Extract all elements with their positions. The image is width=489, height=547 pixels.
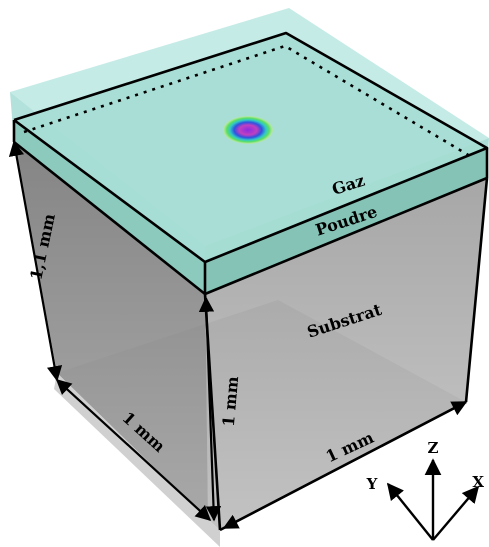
dotted-inner-outline [23,44,471,158]
powder-top-face [14,33,487,262]
vertical-dimension-arrow [198,296,222,522]
x-axis-label: X [472,473,484,491]
powder-right-face [205,148,487,294]
z-axis-label: Z [428,439,439,457]
y-axis-label: Y [366,475,378,493]
dimension-arrows [8,140,468,529]
depth-dimension-arrow [55,378,212,522]
substrate-right-edge [464,177,489,403]
powder-bottom-right [204,176,488,296]
height-dimension-arrow [8,140,63,382]
axis-triad: Z Y X [366,439,484,541]
x-axis-arrow [432,485,480,541]
vertical-dimension-label: 1 mm [219,375,242,427]
melt-pool-spot [223,116,273,144]
y-axis-arrow [386,482,434,541]
width-dimension-arrow [222,401,468,529]
